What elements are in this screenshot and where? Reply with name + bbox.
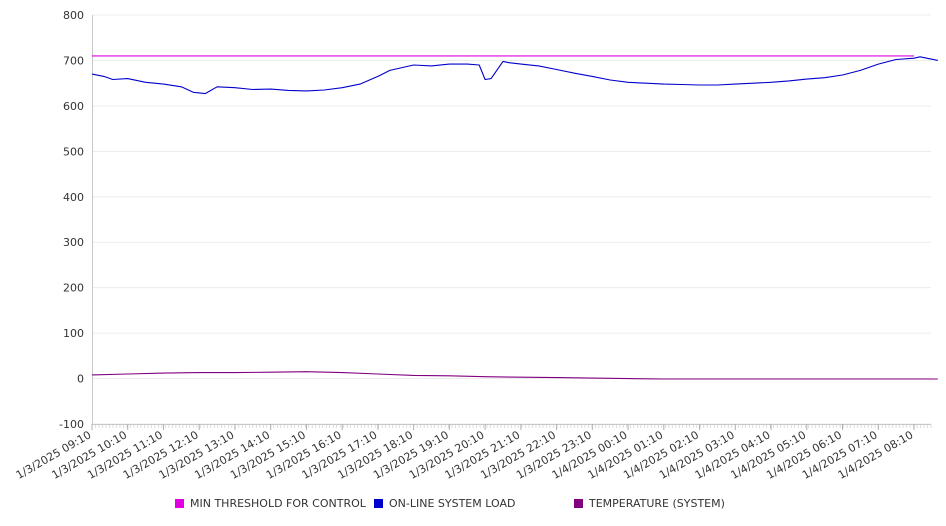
legend-swatch xyxy=(175,499,184,508)
legend-label: MIN THRESHOLD FOR CONTROL xyxy=(190,497,366,510)
legend-item: ON-LINE SYSTEM LOAD xyxy=(374,497,515,510)
y-tick-label: 500 xyxy=(63,145,84,158)
legend-item: MIN THRESHOLD FOR CONTROL xyxy=(175,497,366,510)
legend-label: TEMPERATURE (SYSTEM) xyxy=(589,497,725,510)
grid xyxy=(92,14,931,425)
legend: MIN THRESHOLD FOR CONTROL ON-LINE SYSTEM … xyxy=(0,497,946,515)
y-tick-label: 800 xyxy=(63,9,84,22)
y-tick-label: 0 xyxy=(77,373,84,386)
series-line-2 xyxy=(91,371,938,380)
y-tick-label: -100 xyxy=(59,418,84,431)
legend-swatch xyxy=(374,499,383,508)
x-tick-labels: 1/3/2025 09:101/3/2025 10:101/3/2025 11:… xyxy=(14,428,916,482)
legend-item: TEMPERATURE (SYSTEM) xyxy=(574,497,725,510)
y-tick-label: 600 xyxy=(63,100,84,113)
legend-label: ON-LINE SYSTEM LOAD xyxy=(389,497,516,510)
y-tick-label: 400 xyxy=(63,191,84,204)
series-line-1 xyxy=(91,56,938,95)
y-tick-label: 300 xyxy=(63,236,84,249)
y-tick-label: 700 xyxy=(63,54,84,67)
y-tick-label: 100 xyxy=(63,327,84,340)
axes xyxy=(91,15,932,430)
y-tick-label: 200 xyxy=(63,282,84,295)
y-tick-labels: 800 700 600 500 400 300 200 100 0 -100 xyxy=(59,9,84,431)
series-lines xyxy=(91,55,938,380)
legend-swatch xyxy=(574,499,583,508)
